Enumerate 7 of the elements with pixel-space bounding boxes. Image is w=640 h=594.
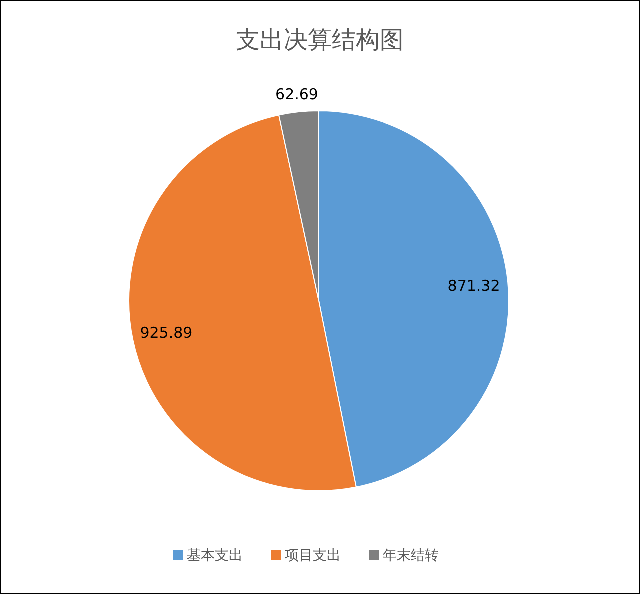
legend-label: 年末结转 xyxy=(383,548,439,564)
legend-label: 项目支出 xyxy=(285,548,341,564)
legend-label: 基本支出 xyxy=(187,548,243,564)
data-label: 871.32 xyxy=(448,276,500,295)
data-label: 62.69 xyxy=(276,85,318,104)
data-label: 925.89 xyxy=(140,324,193,342)
chart-title: 支出决算结构图 xyxy=(236,26,404,54)
